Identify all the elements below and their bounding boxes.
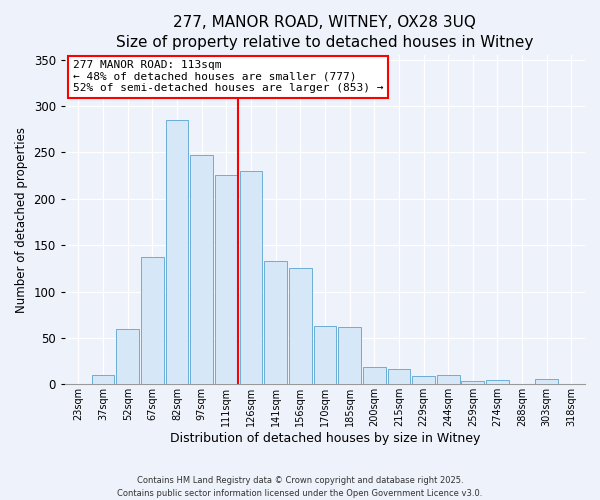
Bar — [437, 375, 460, 384]
Bar — [92, 375, 115, 384]
X-axis label: Distribution of detached houses by size in Witney: Distribution of detached houses by size … — [170, 432, 480, 445]
Bar — [461, 380, 484, 384]
Text: 277 MANOR ROAD: 113sqm
← 48% of detached houses are smaller (777)
52% of semi-de: 277 MANOR ROAD: 113sqm ← 48% of detached… — [73, 60, 383, 94]
Bar — [314, 326, 336, 384]
Text: Contains HM Land Registry data © Crown copyright and database right 2025.
Contai: Contains HM Land Registry data © Crown c… — [118, 476, 482, 498]
Bar — [239, 171, 262, 384]
Bar — [289, 268, 311, 384]
Bar — [363, 366, 386, 384]
Bar — [486, 380, 509, 384]
Bar — [166, 120, 188, 384]
Bar — [190, 156, 213, 384]
Y-axis label: Number of detached properties: Number of detached properties — [15, 126, 28, 312]
Bar — [215, 174, 238, 384]
Bar — [116, 328, 139, 384]
Bar — [264, 261, 287, 384]
Bar — [338, 327, 361, 384]
Title: 277, MANOR ROAD, WITNEY, OX28 3UQ
Size of property relative to detached houses i: 277, MANOR ROAD, WITNEY, OX28 3UQ Size o… — [116, 15, 533, 50]
Bar — [535, 378, 558, 384]
Bar — [141, 258, 164, 384]
Bar — [412, 376, 435, 384]
Bar — [388, 370, 410, 384]
